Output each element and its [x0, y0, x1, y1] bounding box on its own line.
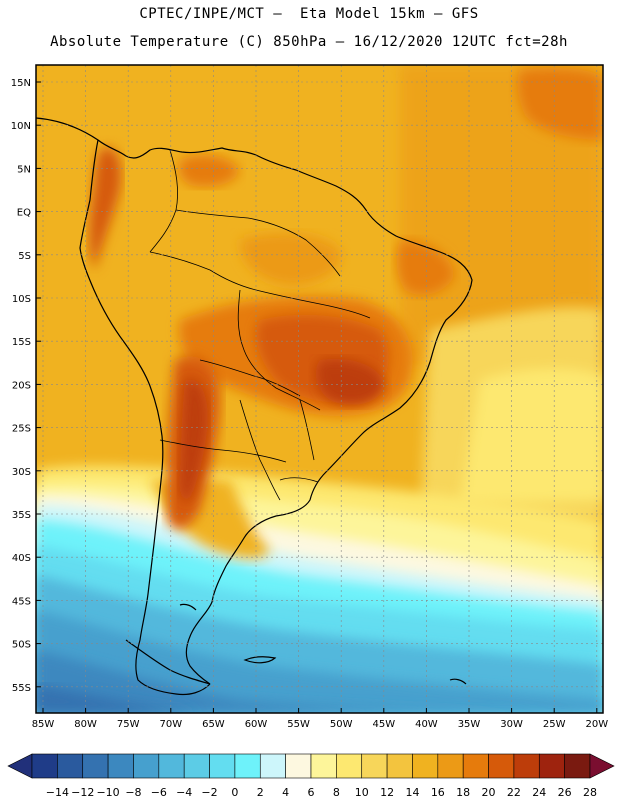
lat-label: 15S [12, 337, 31, 348]
lat-label: 30S [12, 467, 31, 478]
colorbar-label: 20 [482, 786, 496, 799]
lat-label: 25S [12, 424, 31, 435]
colorbar-label: 14 [405, 786, 419, 799]
map-subtitle: Absolute Temperature (C) 850hPa – 16/12/… [50, 34, 568, 50]
colorbar-label: 22 [507, 786, 521, 799]
lat-label: EQ [17, 208, 31, 219]
colorbar-segment [412, 753, 439, 779]
colorbar-label: −8 [125, 786, 141, 799]
lon-label: 40W [415, 719, 438, 730]
lon-label: 85W [32, 719, 55, 730]
lon-label: 55W [287, 719, 310, 730]
coastlines [36, 117, 473, 696]
colorbar-segment [82, 753, 109, 779]
colorbar-left-arrow [7, 753, 33, 779]
colorbar-label: 6 [308, 786, 315, 799]
lon-label: 20W [585, 719, 608, 730]
lat-label: 5S [18, 251, 31, 262]
colorbar-segment [336, 753, 363, 779]
colorbar-segment [209, 753, 236, 779]
map-frame [35, 64, 604, 714]
colorbar-label: −2 [201, 786, 217, 799]
lat-label: 35S [12, 510, 31, 521]
lon-label: 45W [372, 719, 395, 730]
lon-label: 30W [500, 719, 523, 730]
lat-label: 15N [11, 78, 31, 89]
colorbar-segment [107, 753, 134, 779]
lat-label: 5N [17, 164, 31, 175]
colorbar-segment [488, 753, 515, 779]
colorbar-segment [564, 753, 591, 779]
colorbar-segment [158, 753, 185, 779]
colorbar-label: 10 [355, 786, 369, 799]
latitude-labels: 15N 10N 5N EQ 5S 10S 15S 20S 25S 30S 35S 40S 45S 50S 5… [11, 78, 41, 694]
colorbar-segment [310, 753, 337, 779]
colorbar-label: 28 [583, 786, 597, 799]
graticule [36, 65, 603, 713]
colorbar-label: 12 [380, 786, 394, 799]
longitude-labels: 85W 80W 75W 70W 65W 60W 55W 50W 45W 40W 35W 30W 25W 2… [32, 708, 608, 730]
colorbar-label: −4 [176, 786, 192, 799]
lat-label: 20S [12, 380, 31, 391]
colorbar-label: −12 [71, 786, 94, 799]
temperature-field [36, 65, 603, 713]
colorbar-segment [538, 753, 565, 779]
colorbar-segment [462, 753, 489, 779]
colorbar-right-arrow [589, 753, 615, 779]
colorbar-segment [513, 753, 540, 779]
colorbar-label: 2 [257, 786, 264, 799]
lat-label: 40S [12, 553, 31, 564]
colorbar-segment [133, 753, 160, 779]
colorbar-label: 24 [532, 786, 546, 799]
colorbar-segment [259, 753, 286, 779]
colorbar-label: −6 [151, 786, 167, 799]
colorbar-label: 4 [282, 786, 289, 799]
country-borders [149, 149, 371, 501]
colorbar-segment [285, 753, 312, 779]
colorbar-segment [437, 753, 464, 779]
colorbar-label: 16 [431, 786, 445, 799]
colorbar-label: 8 [333, 786, 340, 799]
colorbar-segment [386, 753, 413, 779]
lon-label: 35W [458, 719, 481, 730]
lat-label: 45S [12, 596, 31, 607]
lon-label: 50W [330, 719, 353, 730]
colorbar-label: 26 [558, 786, 572, 799]
colorbar-label: −14 [46, 786, 69, 799]
lon-label: 75W [117, 719, 140, 730]
colorbar: −14 −12 −10 −8 −6 −4 −2 0 2 4 6 8 10 12 14 16 18 20 22 24 26… [7, 753, 615, 799]
colorbar-segment [57, 753, 84, 779]
colorbar-segment [234, 753, 261, 779]
colorbar-segment [183, 753, 210, 779]
lon-label: 80W [74, 719, 97, 730]
colorbar-label: −10 [96, 786, 119, 799]
lat-label: 10S [12, 294, 31, 305]
lon-label: 65W [202, 719, 225, 730]
map-title: CPTEC/INPE/MCT – Eta Model 15km – GFS [139, 6, 479, 22]
lon-label: 70W [159, 719, 182, 730]
lon-label: 25W [543, 719, 566, 730]
colorbar-segment [31, 753, 58, 779]
lat-label: 10N [11, 121, 31, 132]
colorbar-label: 18 [456, 786, 470, 799]
lat-label: 55S [12, 683, 31, 694]
lat-label: 50S [12, 640, 31, 651]
lon-label: 60W [245, 719, 268, 730]
colorbar-label: 0 [231, 786, 238, 799]
colorbar-segment [361, 753, 388, 779]
